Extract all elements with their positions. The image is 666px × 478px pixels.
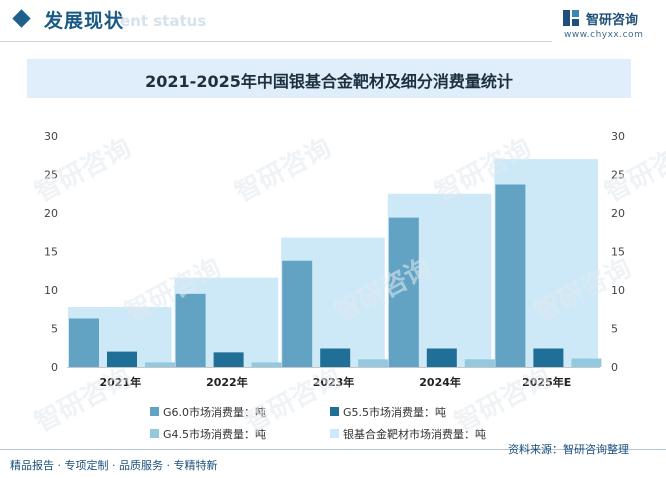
chart-title: 2021-2025年中国银基合金靶材及细分消费量统计 xyxy=(145,72,513,91)
x-tick-label-0: 2021年 xyxy=(99,375,141,389)
y-tick-right-2: 10 xyxy=(611,284,625,297)
footer-divider xyxy=(0,449,666,450)
y-tick-right-0: 0 xyxy=(611,361,618,374)
y-tick-left-4: 20 xyxy=(44,207,58,220)
chart-title-band: 2021-2025年中国银基合金靶材及细分消费量统计 xyxy=(27,59,631,98)
legend-label-total: 银基合金靶材市场消费量：吨 xyxy=(343,428,486,441)
y-tick-left-3: 15 xyxy=(44,246,58,259)
section-ghost-text: ent status xyxy=(120,12,207,30)
bar-s0-4 xyxy=(495,184,526,367)
legend-swatch-g60 xyxy=(150,407,159,416)
y-tick-left-6: 30 xyxy=(44,130,58,143)
bar-s2-1 xyxy=(251,362,282,367)
bar-s2-0 xyxy=(145,362,175,367)
x-tick-label-3: 2024年 xyxy=(419,375,461,389)
bar-s2-3 xyxy=(464,359,495,367)
y-tick-right-6: 30 xyxy=(611,130,625,143)
y-tick-right-5: 25 xyxy=(611,169,625,182)
brand-url: www.chyxx.com xyxy=(564,30,644,40)
legend-swatch-g55 xyxy=(330,407,339,416)
bar-s1-0 xyxy=(107,351,137,367)
bar-s1-3 xyxy=(426,348,457,367)
bar-s1-4 xyxy=(533,348,564,367)
bar-s0-1 xyxy=(175,293,206,367)
footer-slogan: 精品报告 · 专项定制 · 品质服务 · 专精特新 xyxy=(10,459,218,472)
y-tick-right-3: 15 xyxy=(611,246,625,259)
y-tick-right-4: 20 xyxy=(611,207,625,220)
section-header: 发展现状 ent status xyxy=(0,0,666,44)
brand-name: 智研咨询 xyxy=(586,13,639,28)
y-tick-left-2: 10 xyxy=(44,284,58,297)
section-diamond-icon xyxy=(12,9,31,28)
y-tick-right-1: 5 xyxy=(611,323,618,336)
header-divider xyxy=(0,41,552,42)
y-tick-left-0: 0 xyxy=(51,361,58,374)
bar-s1-1 xyxy=(213,352,244,367)
legend-label-g60: G6.0市场消费量：吨 xyxy=(163,406,267,419)
x-tick-label-1: 2022年 xyxy=(206,375,248,389)
footer-source: 资料来源：智研咨询整理 xyxy=(508,443,629,456)
bar-s0-0 xyxy=(69,318,99,367)
legend-swatch-g45 xyxy=(150,429,159,438)
bar-s0-3 xyxy=(388,217,419,367)
brand-logo-block: 智研咨询 www.chyxx.com xyxy=(562,7,662,43)
x-tick-label-2: 2023年 xyxy=(313,375,355,389)
chart-legend: G6.0市场消费量：吨 G5.5市场消费量：吨 G4.5市场消费量：吨 银基合金… xyxy=(150,404,550,444)
section-title: 发展现状 xyxy=(44,10,125,32)
y-tick-left-1: 5 xyxy=(51,323,58,336)
brand-logo-icon xyxy=(563,10,579,26)
x-tick-label-4: 2025年E xyxy=(522,375,571,389)
bar-s2-2 xyxy=(358,359,389,367)
legend-label-g45: G4.5市场消费量：吨 xyxy=(163,428,267,441)
bar-chart: 0 0 5 5 10 10 15 15 20 20 25 25 30 30 2021年 2022年 2023年 2… xyxy=(44,130,625,389)
bar-s2-4 xyxy=(571,358,602,367)
bar-s0-2 xyxy=(282,260,313,367)
y-tick-left-5: 25 xyxy=(44,169,58,182)
legend-swatch-total xyxy=(330,429,339,438)
legend-label-g55: G5.5市场消费量：吨 xyxy=(343,406,447,419)
bar-s1-2 xyxy=(320,348,351,367)
